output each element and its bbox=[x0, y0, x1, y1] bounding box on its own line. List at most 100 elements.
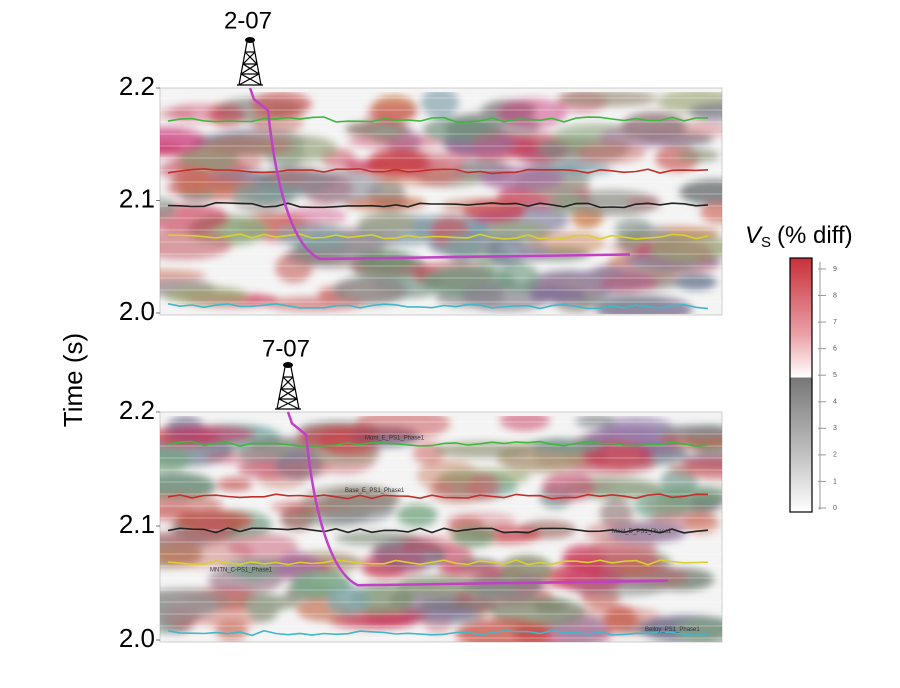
colorbar-gradient bbox=[789, 257, 813, 513]
blob bbox=[445, 512, 517, 529]
blob bbox=[599, 499, 633, 528]
horizon bbox=[167, 493, 709, 500]
colorbar-tick-label: 0 bbox=[833, 505, 837, 512]
blob bbox=[160, 472, 216, 501]
horizon-label: Mont_E_PS1_Phase1 bbox=[365, 435, 425, 441]
blob bbox=[360, 548, 428, 579]
horizon-label: Mont_D_PS1_Phase1 bbox=[612, 529, 672, 535]
blob bbox=[326, 585, 370, 616]
well-label: 7-07 bbox=[262, 335, 310, 362]
blob bbox=[604, 441, 641, 471]
blob bbox=[432, 441, 532, 459]
blob bbox=[160, 229, 233, 260]
blob bbox=[499, 416, 550, 431]
horizon bbox=[167, 201, 709, 209]
blob bbox=[461, 574, 518, 600]
y-tick-label: 2.2 bbox=[119, 395, 155, 425]
colorbar-subscript: S bbox=[761, 234, 771, 251]
blob bbox=[232, 182, 303, 203]
blob bbox=[211, 104, 246, 127]
horizon bbox=[167, 559, 709, 566]
derrick-top bbox=[283, 362, 293, 368]
derrick-frame bbox=[237, 41, 263, 86]
blob bbox=[295, 170, 383, 203]
horizon bbox=[167, 168, 709, 175]
blob bbox=[383, 151, 470, 169]
blob bbox=[279, 459, 332, 478]
blob bbox=[265, 296, 364, 312]
horizon-label: MNTN_C-PS1_Phase1 bbox=[210, 568, 273, 574]
blob bbox=[228, 533, 299, 560]
blob bbox=[497, 98, 567, 129]
horizon-label: Base_E_PS1_Phase1 bbox=[345, 488, 405, 494]
blob bbox=[332, 275, 411, 306]
blob bbox=[655, 424, 722, 438]
blob bbox=[542, 470, 596, 503]
seismic-panel: Mont_E_PS1_Phase1 Base_E_PS1_Phase1 Mont_D… bbox=[119, 335, 723, 653]
blob bbox=[674, 273, 717, 291]
blob bbox=[247, 593, 280, 623]
blob bbox=[160, 448, 193, 472]
derrick-top bbox=[245, 37, 255, 43]
blob bbox=[649, 233, 722, 263]
blob bbox=[440, 197, 528, 214]
blob bbox=[365, 612, 421, 628]
blob bbox=[575, 295, 667, 309]
well-path bbox=[248, 87, 631, 261]
y-axis-label: Time (s) bbox=[58, 333, 88, 427]
colorbar-tick-label: 6 bbox=[833, 345, 837, 352]
well-path bbox=[286, 411, 669, 587]
blob bbox=[160, 589, 218, 622]
well-derrick bbox=[275, 362, 301, 410]
seismic-panel: 2.0 2.1 2.2 2-07 bbox=[119, 7, 723, 326]
blob bbox=[668, 459, 722, 478]
colorbar: VS (% diff) 0 1 2 3 4 5 6 7 8 9 bbox=[745, 222, 853, 513]
blob bbox=[561, 190, 661, 216]
blob bbox=[296, 425, 379, 450]
blob bbox=[160, 107, 196, 120]
blob bbox=[396, 503, 438, 527]
well-derrick bbox=[237, 37, 263, 86]
blob bbox=[675, 617, 722, 642]
blob bbox=[558, 92, 658, 107]
blob bbox=[529, 286, 587, 303]
blob bbox=[486, 236, 529, 267]
y-tick-label: 2.0 bbox=[119, 296, 155, 326]
blob bbox=[602, 609, 644, 636]
horizon bbox=[167, 527, 709, 534]
derrick-frame bbox=[275, 366, 301, 410]
y-tick-label: 2.2 bbox=[119, 71, 155, 101]
blob bbox=[216, 477, 253, 492]
blob bbox=[422, 117, 495, 143]
seismic-texture bbox=[160, 92, 722, 314]
blob bbox=[679, 179, 722, 205]
colorbar-tick-label: 1 bbox=[833, 478, 837, 485]
blob bbox=[357, 211, 417, 235]
blob bbox=[444, 232, 481, 263]
blob bbox=[587, 538, 657, 561]
blob bbox=[355, 416, 451, 440]
blob bbox=[347, 134, 445, 149]
horizon bbox=[167, 629, 709, 637]
blob bbox=[396, 575, 477, 597]
horizon bbox=[167, 116, 709, 123]
blob bbox=[399, 535, 456, 553]
horizon bbox=[167, 440, 709, 448]
blob bbox=[324, 486, 401, 512]
blob bbox=[160, 269, 207, 283]
blob bbox=[548, 192, 582, 214]
blob bbox=[575, 142, 646, 164]
blob bbox=[575, 416, 617, 429]
colorbar-tick-label: 5 bbox=[833, 372, 837, 379]
colorbar-tick-label: 9 bbox=[833, 266, 837, 273]
blob bbox=[421, 92, 459, 119]
colorbar-tick-label: 3 bbox=[833, 425, 837, 432]
blob bbox=[160, 539, 203, 568]
blob bbox=[471, 131, 520, 162]
blob bbox=[689, 103, 722, 122]
blob bbox=[675, 149, 720, 162]
colorbar-unit: (% diff) bbox=[777, 222, 853, 249]
blob bbox=[250, 92, 312, 118]
blob bbox=[160, 203, 229, 233]
